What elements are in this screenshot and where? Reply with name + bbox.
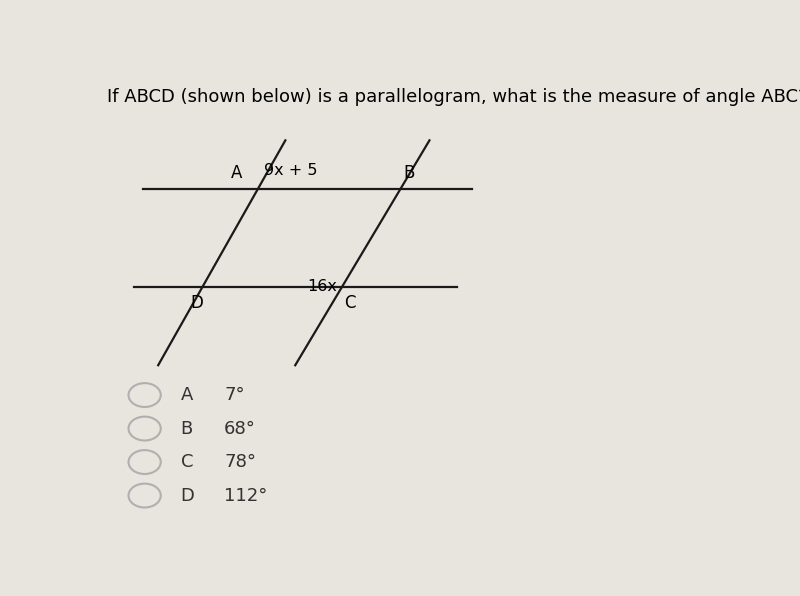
Text: B: B [181, 420, 193, 437]
Text: A: A [231, 164, 242, 182]
Text: 112°: 112° [224, 486, 267, 505]
Text: 7°: 7° [224, 386, 245, 404]
Text: C: C [344, 294, 355, 312]
Text: 68°: 68° [224, 420, 256, 437]
Text: D: D [181, 486, 194, 505]
Text: 16x: 16x [308, 279, 338, 294]
Text: D: D [190, 294, 202, 312]
Text: If ABCD (shown below) is a parallelogram, what is the measure of angle ABC?: If ABCD (shown below) is a parallelogram… [107, 88, 800, 105]
Text: 9x + 5: 9x + 5 [264, 163, 318, 178]
Text: B: B [404, 164, 415, 182]
Text: A: A [181, 386, 193, 404]
Text: C: C [181, 453, 193, 471]
Text: 78°: 78° [224, 453, 256, 471]
